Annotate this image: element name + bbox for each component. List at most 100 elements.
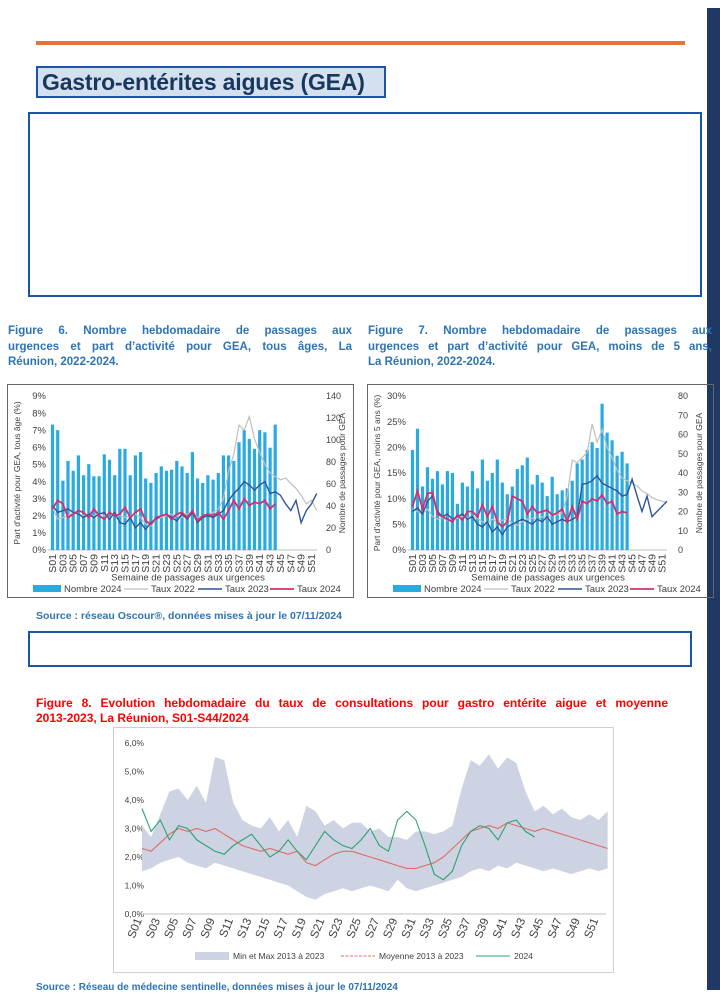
svg-text:S51: S51 — [306, 554, 318, 573]
svg-text:2024: 2024 — [514, 951, 533, 961]
svg-text:S49: S49 — [296, 554, 308, 573]
svg-text:S39: S39 — [597, 554, 609, 573]
svg-text:S19: S19 — [497, 554, 509, 573]
svg-text:10%: 10% — [387, 494, 407, 505]
svg-text:1%: 1% — [32, 528, 46, 539]
svg-text:20: 20 — [326, 523, 336, 533]
svg-text:Min et Max 2013 à 2023: Min et Max 2013 à 2023 — [233, 951, 324, 961]
svg-text:S17: S17 — [130, 554, 142, 573]
svg-text:2,0%: 2,0% — [125, 852, 145, 862]
svg-text:S43: S43 — [509, 917, 528, 940]
svg-text:S13: S13 — [467, 554, 479, 573]
svg-text:0%: 0% — [32, 545, 46, 556]
svg-text:S11: S11 — [457, 554, 469, 572]
svg-text:S23: S23 — [161, 554, 173, 573]
svg-text:100: 100 — [326, 435, 341, 445]
svg-text:S07: S07 — [78, 554, 90, 573]
svg-text:S49: S49 — [647, 554, 659, 573]
svg-text:S01: S01 — [126, 917, 145, 940]
svg-text:Taux 2023: Taux 2023 — [225, 584, 269, 595]
svg-text:140: 140 — [326, 391, 341, 401]
svg-text:2%: 2% — [32, 511, 46, 522]
svg-text:S31: S31 — [400, 917, 419, 940]
svg-text:S29: S29 — [547, 554, 559, 573]
svg-text:Taux 2023: Taux 2023 — [585, 584, 629, 595]
svg-text:S13: S13 — [109, 554, 121, 573]
svg-text:S11: S11 — [218, 917, 236, 940]
svg-text:S01: S01 — [47, 554, 59, 573]
svg-text:S39: S39 — [244, 554, 256, 573]
svg-text:S27: S27 — [182, 554, 194, 573]
svg-text:S23: S23 — [327, 917, 346, 940]
svg-text:S01: S01 — [407, 554, 419, 573]
svg-text:S29: S29 — [192, 554, 204, 573]
svg-text:S15: S15 — [477, 554, 489, 573]
svg-text:1,0%: 1,0% — [125, 881, 145, 891]
svg-text:S09: S09 — [199, 917, 218, 940]
svg-text:25%: 25% — [387, 417, 407, 428]
svg-text:S25: S25 — [171, 554, 183, 573]
svg-text:S37: S37 — [234, 554, 246, 573]
svg-text:S25: S25 — [345, 917, 364, 940]
svg-text:0%: 0% — [392, 545, 406, 556]
svg-text:S45: S45 — [627, 554, 639, 573]
svg-text:Nombre 2024: Nombre 2024 — [424, 584, 482, 595]
svg-text:S07: S07 — [437, 554, 449, 573]
svg-text:S49: S49 — [564, 917, 583, 940]
svg-text:S33: S33 — [418, 917, 437, 940]
svg-text:0: 0 — [326, 545, 331, 555]
svg-text:S35: S35 — [436, 917, 455, 940]
svg-text:S21: S21 — [151, 554, 163, 573]
svg-text:S31: S31 — [557, 554, 569, 573]
svg-text:15%: 15% — [387, 468, 407, 479]
svg-text:S31: S31 — [202, 554, 214, 573]
svg-text:S07: S07 — [181, 917, 200, 940]
svg-text:S27: S27 — [363, 917, 382, 940]
svg-text:S23: S23 — [517, 554, 529, 573]
svg-text:S33: S33 — [213, 554, 225, 573]
svg-text:S05: S05 — [68, 554, 80, 573]
svg-text:S25: S25 — [527, 554, 539, 573]
svg-text:S03: S03 — [144, 917, 163, 940]
svg-text:S03: S03 — [57, 554, 69, 573]
svg-text:Taux 2022: Taux 2022 — [511, 584, 555, 595]
svg-text:S35: S35 — [223, 554, 235, 573]
svg-text:S15: S15 — [254, 917, 273, 940]
svg-text:S39: S39 — [473, 917, 492, 940]
svg-text:3,0%: 3,0% — [125, 824, 145, 834]
svg-text:3%: 3% — [32, 494, 46, 505]
svg-text:S43: S43 — [617, 554, 629, 573]
svg-text:S15: S15 — [120, 554, 132, 573]
svg-text:80: 80 — [326, 457, 336, 467]
svg-text:4,0%: 4,0% — [125, 795, 145, 805]
svg-text:Part d'activité pour GEA, tous: Part d'activité pour GEA, tous âge (%) — [12, 401, 22, 545]
svg-text:S13: S13 — [236, 917, 255, 940]
svg-text:60: 60 — [678, 430, 688, 440]
svg-text:Taux 2024: Taux 2024 — [657, 584, 701, 595]
svg-text:S47: S47 — [285, 554, 297, 573]
svg-text:Semaine de passages aux urgenc: Semaine de passages aux urgences — [471, 573, 625, 584]
svg-text:80: 80 — [678, 391, 688, 401]
svg-text:0,0%: 0,0% — [125, 909, 145, 919]
svg-text:30%: 30% — [387, 391, 407, 402]
svg-text:40: 40 — [326, 501, 336, 511]
svg-text:0: 0 — [678, 545, 683, 555]
svg-text:S41: S41 — [491, 917, 510, 940]
svg-text:Nombre de passages pour GEA: Nombre de passages pour GEA — [337, 412, 347, 533]
svg-text:20%: 20% — [387, 443, 407, 454]
svg-text:S51: S51 — [657, 554, 669, 573]
svg-text:9%: 9% — [32, 391, 46, 402]
svg-text:S41: S41 — [607, 554, 619, 573]
svg-text:S29: S29 — [382, 917, 401, 940]
svg-text:20: 20 — [678, 507, 688, 517]
svg-text:S47: S47 — [637, 554, 649, 573]
svg-text:5%: 5% — [32, 460, 46, 471]
svg-text:S17: S17 — [272, 917, 291, 940]
svg-text:10: 10 — [678, 526, 688, 536]
svg-text:120: 120 — [326, 413, 341, 423]
svg-text:S45: S45 — [275, 554, 287, 573]
svg-text:S47: S47 — [546, 917, 565, 940]
svg-text:S21: S21 — [507, 554, 519, 573]
svg-text:S21: S21 — [309, 917, 328, 940]
svg-text:50: 50 — [678, 449, 688, 459]
